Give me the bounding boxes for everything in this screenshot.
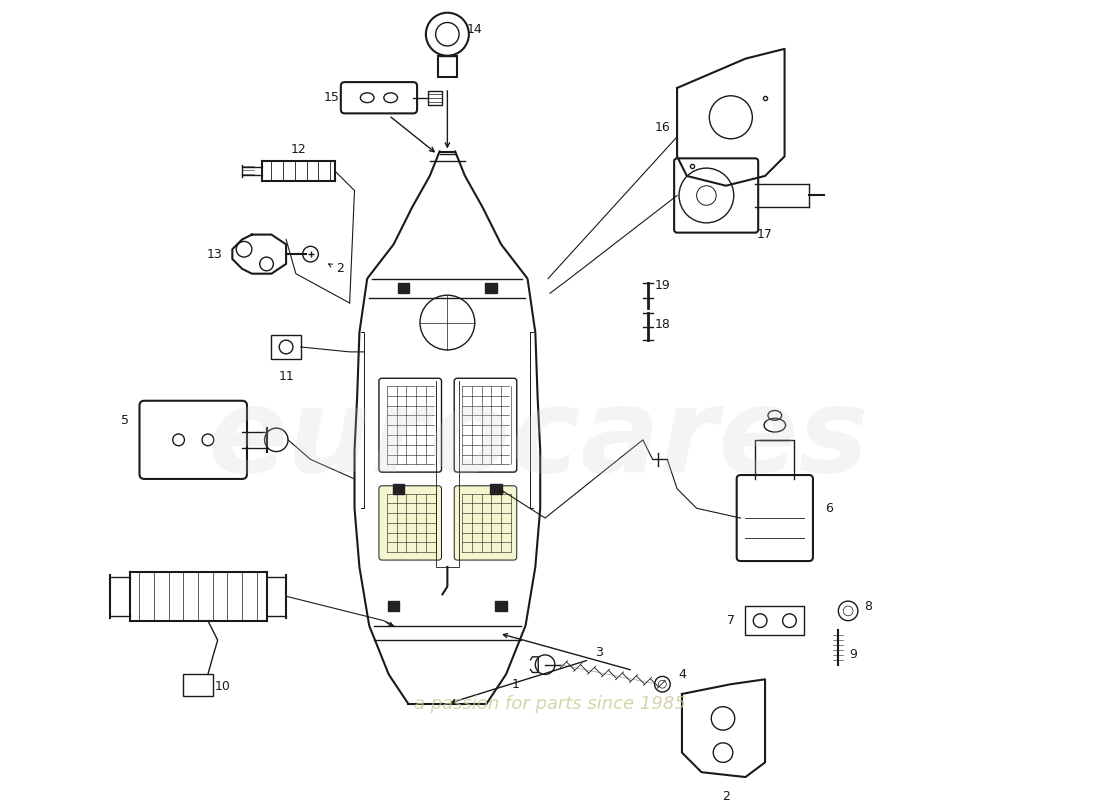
- Text: 11: 11: [278, 370, 294, 383]
- Text: 2: 2: [722, 790, 730, 800]
- FancyBboxPatch shape: [378, 486, 441, 560]
- Bar: [438, 56, 458, 78]
- Text: 9: 9: [849, 648, 857, 662]
- Text: 1: 1: [512, 678, 519, 690]
- Text: 6: 6: [825, 502, 833, 514]
- Text: 15: 15: [324, 91, 340, 104]
- Text: 19: 19: [654, 279, 670, 292]
- Text: 18: 18: [654, 318, 670, 331]
- Text: 8: 8: [864, 599, 871, 613]
- Text: 4: 4: [678, 668, 686, 681]
- Bar: [387, 601, 399, 611]
- Bar: [428, 91, 442, 105]
- Bar: [397, 283, 409, 294]
- Text: 5: 5: [121, 414, 129, 426]
- Text: a passion for parts since 1985: a passion for parts since 1985: [414, 694, 686, 713]
- Text: 2: 2: [336, 262, 344, 275]
- Bar: [272, 335, 300, 358]
- Text: eurocares: eurocares: [208, 382, 869, 498]
- FancyBboxPatch shape: [454, 486, 517, 560]
- Text: 7: 7: [727, 614, 735, 627]
- Text: 3: 3: [595, 646, 603, 659]
- Bar: [746, 606, 804, 635]
- Bar: [495, 601, 507, 611]
- Bar: [184, 674, 212, 696]
- Bar: [485, 283, 497, 294]
- Text: 14: 14: [466, 23, 483, 36]
- Bar: [393, 484, 405, 494]
- Bar: [491, 484, 502, 494]
- Text: 13: 13: [207, 248, 222, 261]
- Text: 10: 10: [214, 680, 231, 693]
- Text: 17: 17: [757, 228, 773, 241]
- Text: 12: 12: [290, 143, 307, 156]
- Text: 16: 16: [654, 121, 670, 134]
